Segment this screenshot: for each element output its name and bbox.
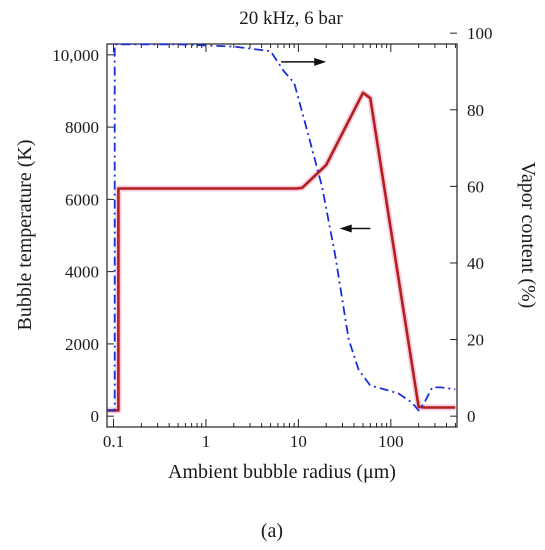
chart-title: 20 kHz, 6 bar	[239, 8, 343, 29]
y-right-tick-label: 20	[467, 331, 484, 350]
tick-marks	[107, 32, 457, 427]
y-axis-right-label: Vapor content (%)	[517, 162, 539, 309]
x-tick-label: 10	[290, 432, 307, 451]
y-right-tick-label: 100	[467, 24, 493, 43]
x-tick-label: 1	[202, 432, 211, 451]
y-left-tick-label: 4000	[65, 263, 99, 282]
arrow-left-head	[339, 224, 352, 233]
arrow-right-head	[314, 57, 327, 66]
y-left-tick-label: 6000	[65, 190, 99, 209]
y-right-tick-label: 60	[467, 177, 484, 196]
x-axis-label: Ambient bubble radius (μm)	[168, 461, 396, 483]
temperature-line-glow	[107, 89, 456, 414]
annotation-arrows	[281, 57, 371, 233]
y-left-tick-label: 2000	[65, 335, 99, 354]
x-tick-label: 100	[378, 432, 404, 451]
panel-label: (a)	[261, 520, 283, 542]
plot-frame	[106, 43, 458, 428]
y-axis-left-label: Bubble temperature (K)	[14, 139, 36, 330]
x-tick-label: 0.1	[103, 432, 124, 451]
vapor-content-line	[107, 43, 456, 412]
y-left-tick-label: 10,000	[52, 46, 99, 65]
y-left-tick-label: 0	[91, 407, 100, 426]
tick-labels: 0.1 1 10 100 0 2000 4000 6000 8000 10,000 0 20 40 60 8…	[52, 24, 492, 451]
y-right-tick-label: 40	[467, 254, 484, 273]
y-left-tick-label: 8000	[65, 118, 99, 137]
series-lines	[107, 43, 456, 414]
y-right-tick-label: 0	[467, 407, 476, 426]
y-right-tick-label: 80	[467, 101, 484, 120]
temperature-line	[107, 91, 456, 412]
